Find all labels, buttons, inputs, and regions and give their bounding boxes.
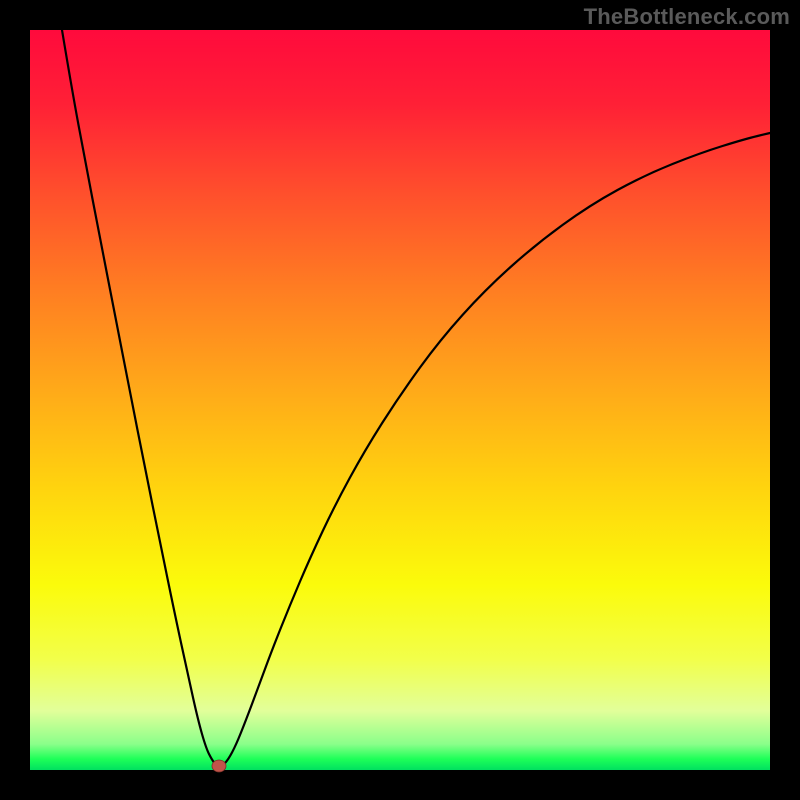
watermark-text: TheBottleneck.com	[584, 4, 790, 30]
bottleneck-chart	[0, 0, 800, 800]
plot-background	[30, 30, 770, 770]
optimal-point-marker	[212, 760, 226, 772]
chart-container: TheBottleneck.com	[0, 0, 800, 800]
